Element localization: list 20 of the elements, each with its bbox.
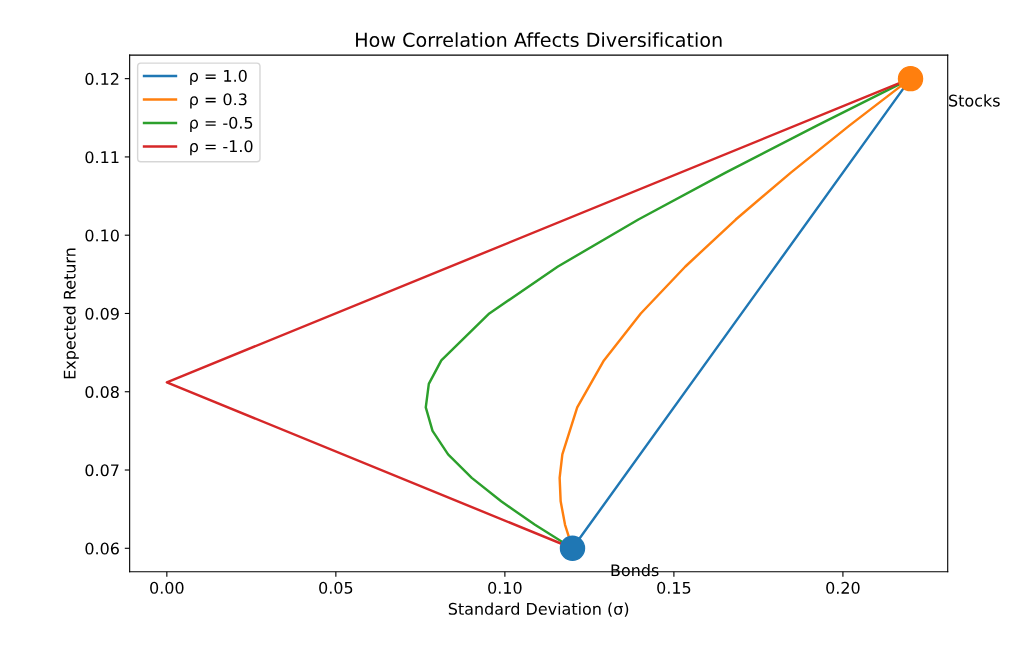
x-tick-label: 0.15 xyxy=(657,581,691,594)
x-tick-label: 0.20 xyxy=(826,581,860,594)
y-tick-label: 0.08 xyxy=(85,385,119,399)
legend-label: ρ = -0.5 xyxy=(190,116,253,132)
y-tick-label: 0.06 xyxy=(85,542,119,555)
x-tick-label: 0.00 xyxy=(150,581,184,594)
y-tick-label: 0.09 xyxy=(85,307,119,320)
y-tick-label: 0.11 xyxy=(85,151,119,164)
legend-label: ρ = -1.0 xyxy=(190,140,253,156)
y-tick-label: 0.12 xyxy=(85,72,119,85)
x-tick-label: 0.10 xyxy=(488,581,522,594)
legend-label: ρ = 0.3 xyxy=(190,93,247,109)
x-axis-title: Standard Deviation (σ) xyxy=(448,602,629,617)
annotation: Stocks xyxy=(949,94,1000,107)
y-axis-title: Expected Return xyxy=(63,248,79,379)
legend-label: ρ = 1.0 xyxy=(190,69,247,85)
y-tick-label: 0.07 xyxy=(85,464,119,477)
chart-title: How Correlation Affects Diversification xyxy=(356,32,722,48)
y-tick-label: 0.10 xyxy=(85,229,119,242)
x-tick-label: 0.05 xyxy=(319,581,353,594)
